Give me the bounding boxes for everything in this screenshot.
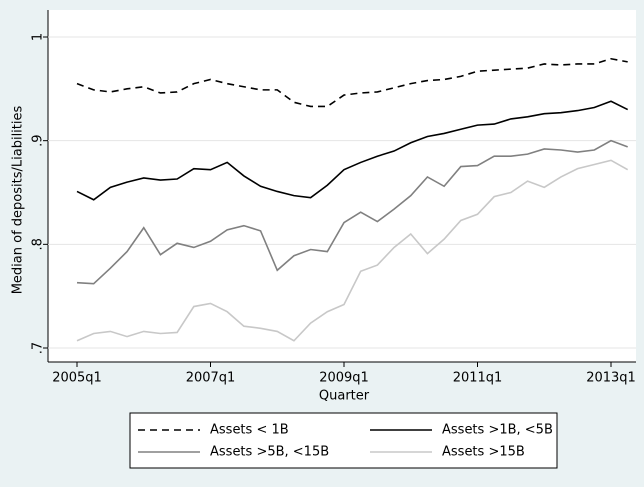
y-tick-label: .9 <box>31 134 46 146</box>
x-tick-label: 2005q1 <box>52 371 102 386</box>
legend-label: Assets >15B <box>442 445 525 460</box>
y-tick-label: .8 <box>31 238 46 250</box>
series-line <box>76 57 628 108</box>
legend-label: Assets >5B, <15B <box>210 445 329 460</box>
x-tick-label: 2013q1 <box>586 371 636 386</box>
x-tick-label: 2011q1 <box>453 371 503 386</box>
y-tick-label: .7 <box>31 342 46 354</box>
legend <box>129 412 558 469</box>
series-line <box>76 159 629 342</box>
y-axis-title: Median of deposits/Liabilities <box>11 105 26 294</box>
x-tick-label: 2009q1 <box>319 371 369 386</box>
legend-label: Assets < 1B <box>210 423 289 438</box>
series-line <box>76 100 629 201</box>
series-line <box>76 139 628 285</box>
x-axis-title: Quarter <box>319 389 370 404</box>
legend-label: Assets >1B, <5B <box>442 423 553 438</box>
plot-area <box>48 10 636 362</box>
x-tick-label: 2007q1 <box>186 371 236 386</box>
y-tick-label: 1 <box>31 33 46 41</box>
